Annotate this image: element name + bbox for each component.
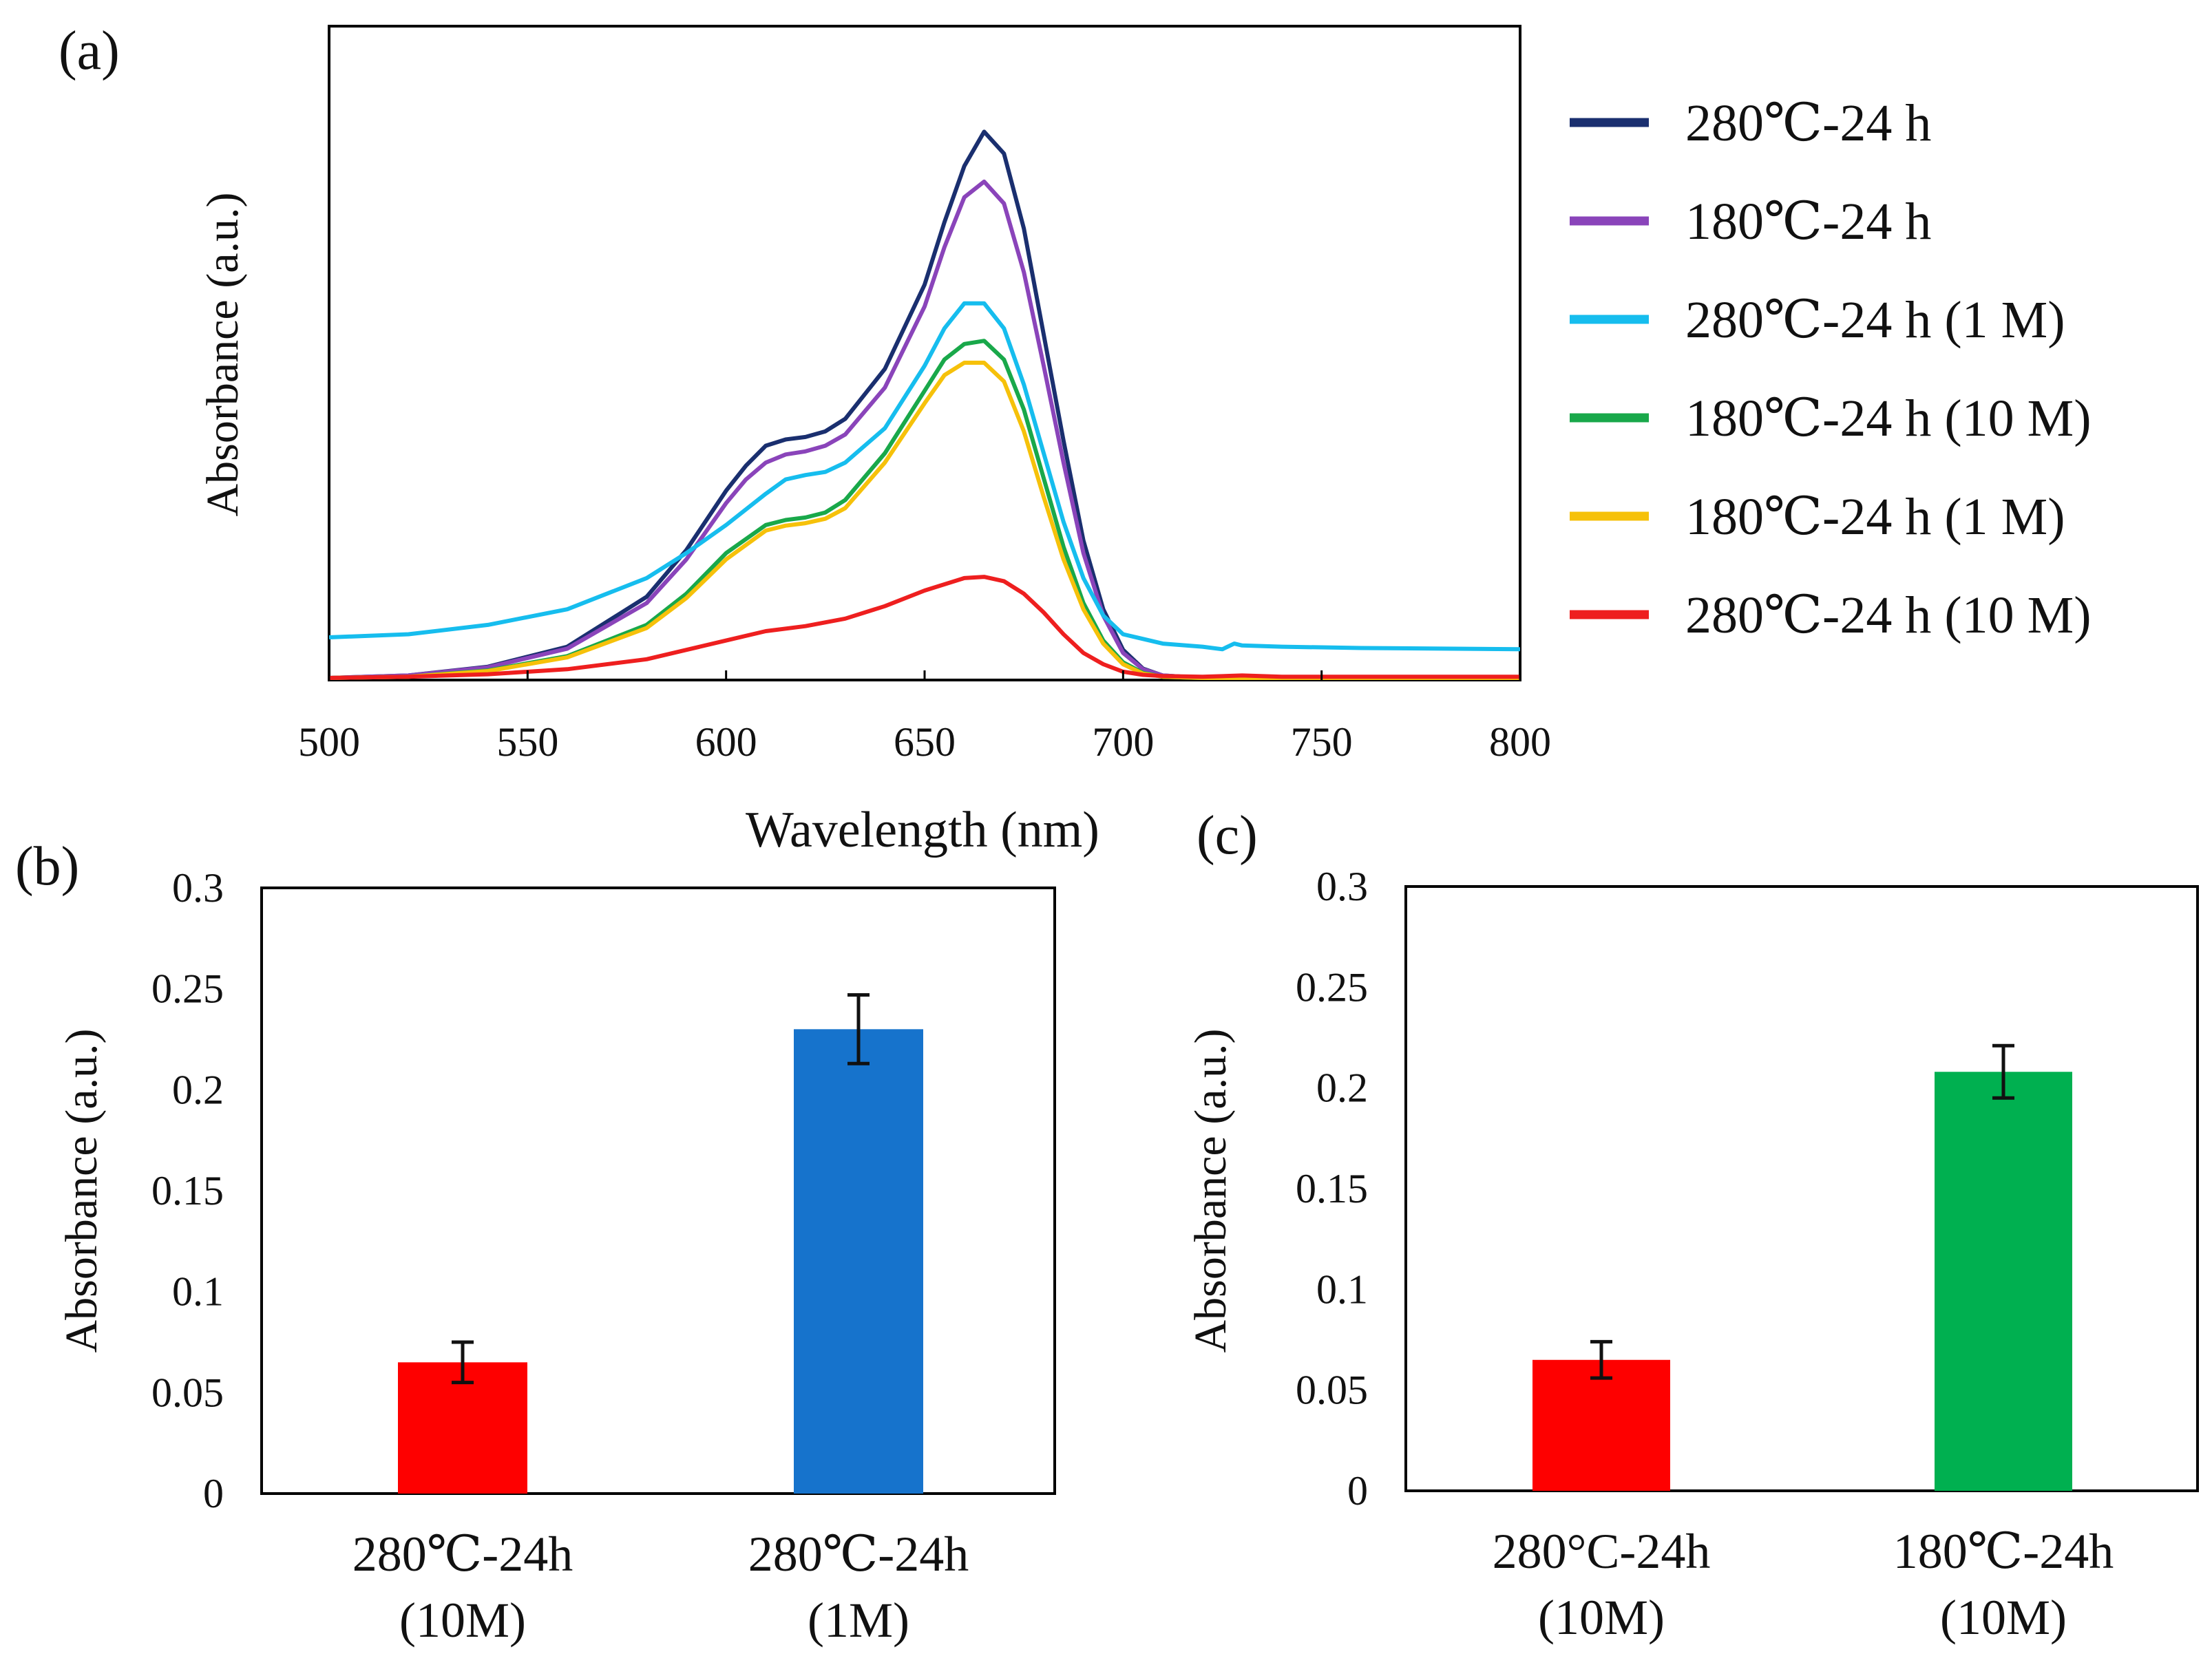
x-tick-label: 800 [1489, 719, 1551, 765]
panel-c-plot-frame [1404, 885, 2199, 1492]
category-label-0-line-1: 280°C-24h [1493, 1524, 1711, 1579]
legend-label-5: 280℃-24 h (10 M) [1685, 586, 2092, 644]
panel-c-y-axis-title: Absorbance (a.u.) [1186, 1029, 1236, 1353]
y-tick-label: 0 [1347, 1468, 1368, 1514]
bar-1 [794, 1029, 923, 1494]
series-line-4 [328, 361, 1520, 680]
series-line-1 [328, 179, 1520, 680]
panel-a-series-lines [328, 129, 1521, 680]
panel-a: (a) 500 550 600 650 700 750 800 Absorbance (a.… [59, 21, 2092, 858]
panel-b-y-axis-title: Absorbance (a.u.) [56, 1029, 107, 1353]
y-tick-label: 0.25 [151, 966, 224, 1012]
legend-label-3: 180℃-24 h (10 M) [1685, 390, 2092, 447]
panel-c-bars: 0 0.05 0.1 0.15 0.2 0.25 0.3 280°C-24h (10M) 180℃… [1296, 864, 2114, 1645]
category-label-1-line-2: (10M) [1940, 1590, 2067, 1645]
y-tick-label: 0.3 [1316, 864, 1368, 909]
panel-a-x-ticks: 500 550 600 650 700 750 800 [298, 670, 1551, 765]
y-tick-label: 0.3 [172, 865, 224, 911]
panel-b-label: (b) [15, 836, 79, 897]
y-tick-label: 0.2 [1316, 1065, 1368, 1111]
panel-a-x-axis-title: Wavelength (nm) [746, 802, 1099, 858]
legend-label-1: 180℃-24 h [1685, 193, 1931, 251]
series-line-3 [328, 339, 1520, 680]
panel-c: (c) 0 0.05 0.1 0.15 0.2 0.25 0.3 280°C-24h (10M)… [1186, 805, 2199, 1645]
x-tick-label: 600 [695, 719, 757, 765]
panel-c-label: (c) [1197, 805, 1258, 866]
category-label-1-line-2: (1M) [808, 1593, 909, 1648]
panel-a-label: (a) [59, 21, 120, 81]
legend-label-4: 180℃-24 h (1 M) [1685, 488, 2065, 546]
x-tick-label: 650 [894, 719, 956, 765]
panel-b-bars: 0 0.05 0.1 0.15 0.2 0.25 0.3 280℃-24h (10M) 280℃-… [151, 865, 969, 1648]
bar-0 [1532, 1359, 1670, 1491]
y-tick-label: 0.15 [151, 1168, 224, 1213]
x-tick-label: 500 [298, 719, 360, 765]
y-tick-label: 0.05 [151, 1370, 224, 1415]
series-line-2 [328, 301, 1521, 652]
y-tick-label: 0.15 [1296, 1166, 1368, 1211]
legend-label-0: 280℃-24 h [1685, 94, 1931, 152]
panel-a-y-axis-title: Absorbance (a.u.) [198, 193, 248, 517]
y-tick-label: 0.05 [1296, 1368, 1368, 1413]
panel-a-plot-frame [328, 25, 1521, 681]
series-line-5 [328, 575, 1520, 680]
x-tick-label: 700 [1092, 719, 1154, 765]
x-tick-label: 750 [1291, 719, 1353, 765]
category-label-0-line-1: 280℃-24h [352, 1527, 573, 1582]
y-tick-label: 0.2 [172, 1067, 224, 1112]
category-label-0-line-2: (10M) [399, 1593, 526, 1648]
y-tick-label: 0.1 [172, 1269, 224, 1315]
category-label-1-line-1: 180℃-24h [1893, 1524, 2114, 1579]
panel-b-plot-frame [260, 887, 1056, 1495]
panel-a-legend: 280℃-24 h 180℃-24 h 280℃-24 h (1 M) 180℃-24… [1570, 94, 2092, 644]
category-label-1-line-1: 280℃-24h [748, 1527, 969, 1582]
bar-1 [1935, 1072, 2072, 1491]
y-tick-label: 0.1 [1316, 1266, 1368, 1312]
x-tick-label: 550 [496, 719, 558, 765]
panel-b: (b) 0 0.05 0.1 0.15 0.2 0.25 0.3 280℃-24h (10M) 2… [15, 836, 1056, 1648]
legend-label-2: 280℃-24 h (1 M) [1685, 291, 2065, 349]
y-tick-label: 0 [203, 1471, 224, 1516]
y-tick-label: 0.25 [1296, 964, 1368, 1010]
category-label-0-line-2: (10M) [1538, 1590, 1665, 1645]
